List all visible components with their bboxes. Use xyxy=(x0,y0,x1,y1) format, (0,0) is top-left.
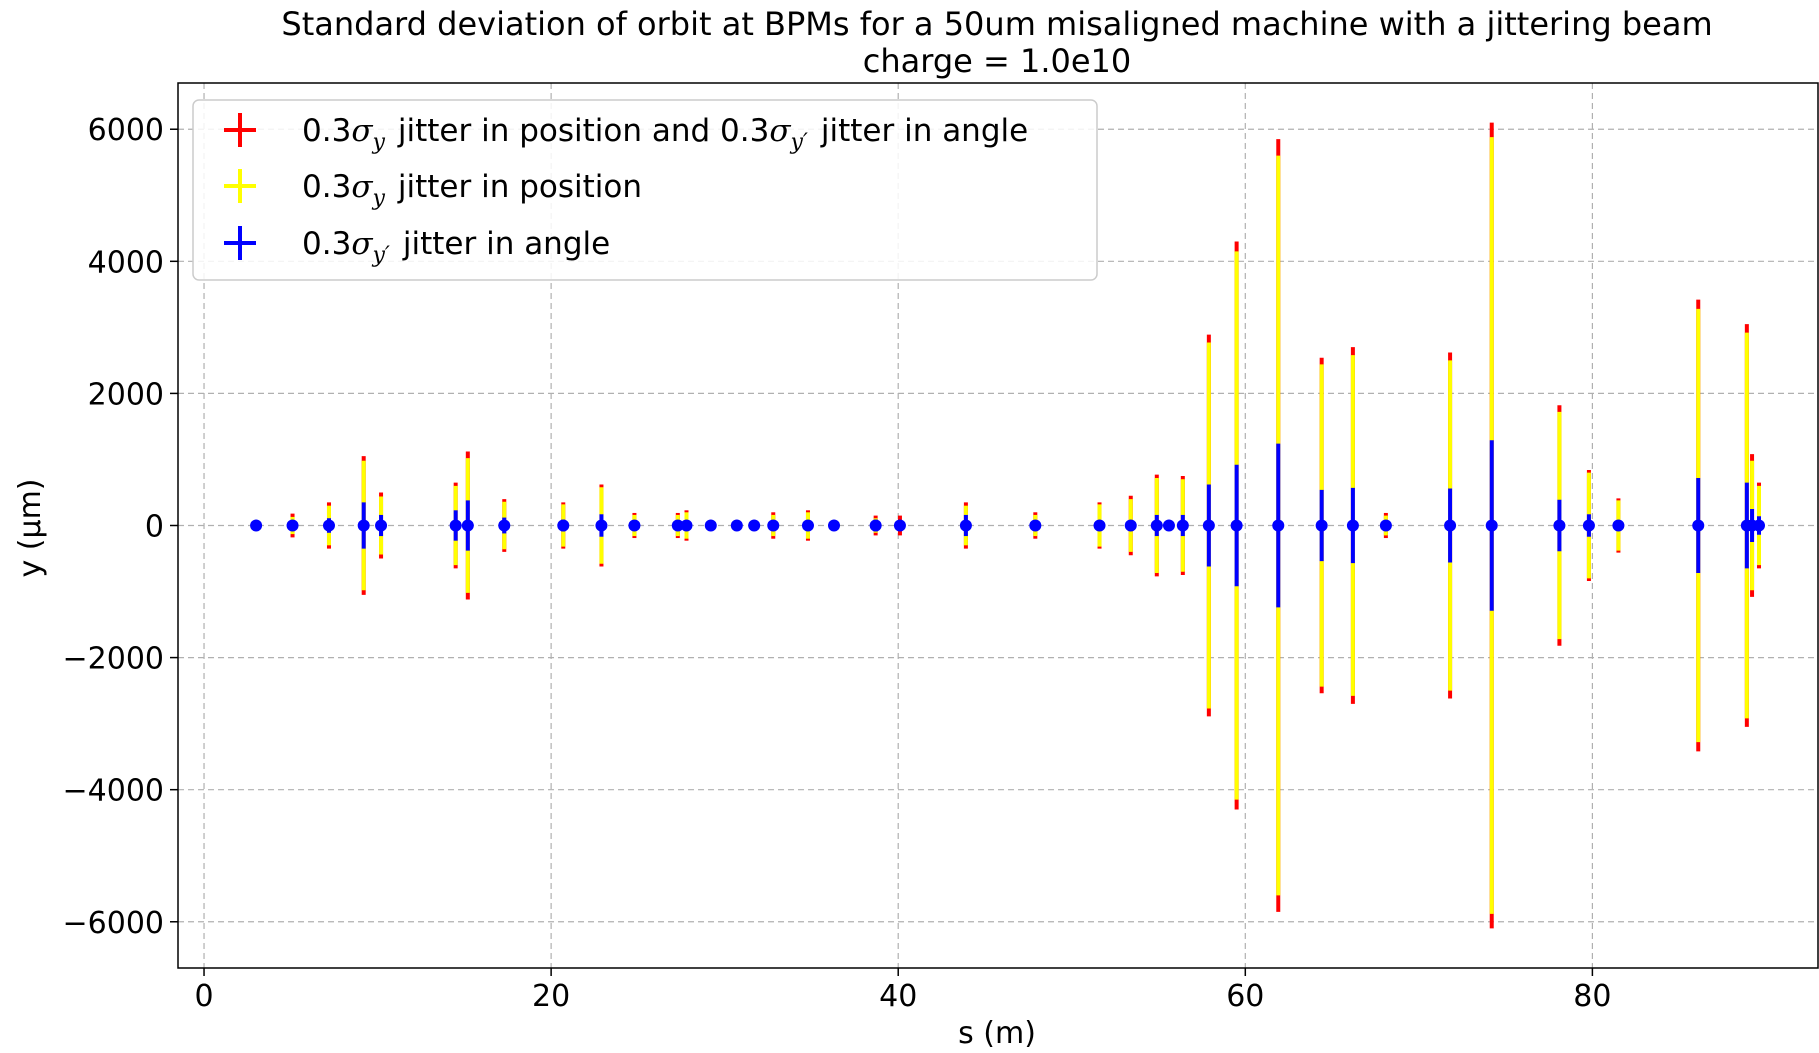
data-point xyxy=(680,519,693,532)
legend-item-angle: 0.3σy′ jitter in angle xyxy=(224,226,610,268)
legend-box xyxy=(192,99,1098,281)
data-point xyxy=(704,519,717,532)
data-point xyxy=(1202,519,1215,532)
data-point xyxy=(595,519,608,532)
data-point xyxy=(959,519,972,532)
legend-label-angle: 0.3σy′ jitter in angle xyxy=(302,226,610,268)
data-point xyxy=(1379,519,1392,532)
data-point xyxy=(1124,519,1137,532)
y-tick-label: −4000 xyxy=(63,774,164,809)
y-axis-ticks: −6000 −4000 −2000 0 2000 4000 6000 xyxy=(63,113,178,941)
data-point xyxy=(1093,519,1106,532)
data-point xyxy=(557,519,570,532)
data-point xyxy=(628,519,641,532)
data-point xyxy=(1582,519,1595,532)
legend-item-position: 0.3σy jitter in position xyxy=(224,169,642,211)
x-tick-label: 40 xyxy=(879,979,917,1014)
data-point xyxy=(1553,519,1566,532)
data-point xyxy=(1315,519,1328,532)
data-point xyxy=(1444,519,1457,532)
data-point xyxy=(828,519,840,532)
y-axis-label: y (µm) xyxy=(13,478,48,577)
data-point xyxy=(1029,519,1042,532)
data-point xyxy=(498,519,511,532)
data-point xyxy=(1346,519,1359,532)
y-tick-label: −6000 xyxy=(63,906,164,941)
y-tick-label: 0 xyxy=(145,510,164,545)
data-point xyxy=(322,519,335,532)
data-point xyxy=(1272,519,1285,532)
data-point xyxy=(893,519,906,532)
data-point xyxy=(461,519,474,532)
data-point xyxy=(250,519,263,532)
y-tick-label: −2000 xyxy=(63,642,164,677)
data-point xyxy=(869,519,882,532)
x-tick-label: 20 xyxy=(532,979,570,1014)
data-point xyxy=(671,519,684,532)
legend-label-both: 0.3σy jitter in position and 0.3σy′ jitt… xyxy=(302,113,1028,155)
data-point xyxy=(730,519,743,532)
data-point xyxy=(1150,519,1163,532)
data-point xyxy=(1485,519,1498,532)
legend: 0.3σy jitter in position and 0.3σy′ jitt… xyxy=(192,99,1098,281)
data-point xyxy=(286,519,299,532)
data-point xyxy=(748,519,761,532)
data-point xyxy=(767,519,780,532)
data-point xyxy=(801,519,814,532)
chart-title: Standard deviation of orbit at BPMs for … xyxy=(281,5,1712,43)
data-point xyxy=(1752,519,1765,532)
data-point xyxy=(449,519,462,532)
y-tick-label: 4000 xyxy=(88,245,164,280)
data-points xyxy=(250,519,1765,532)
data-point xyxy=(1692,519,1705,532)
data-point xyxy=(1162,519,1175,532)
data-point xyxy=(1230,519,1243,532)
data-point xyxy=(1612,519,1625,532)
legend-item-both: 0.3σy jitter in position and 0.3σy′ jitt… xyxy=(224,113,1028,155)
x-tick-label: 80 xyxy=(1573,979,1611,1014)
x-tick-label: 0 xyxy=(194,979,213,1014)
legend-label-position: 0.3σy jitter in position xyxy=(302,169,642,211)
data-point xyxy=(1176,519,1189,532)
x-axis-ticks: 0 20 40 60 80 xyxy=(194,968,1611,1014)
x-tick-label: 60 xyxy=(1226,979,1264,1014)
data-point xyxy=(375,519,388,532)
chart-subtitle: charge = 1.0e10 xyxy=(863,42,1132,80)
y-tick-label: 2000 xyxy=(88,377,164,412)
data-point xyxy=(357,519,370,532)
x-axis-label: s (m) xyxy=(958,1016,1036,1051)
y-tick-label: 6000 xyxy=(88,113,164,148)
